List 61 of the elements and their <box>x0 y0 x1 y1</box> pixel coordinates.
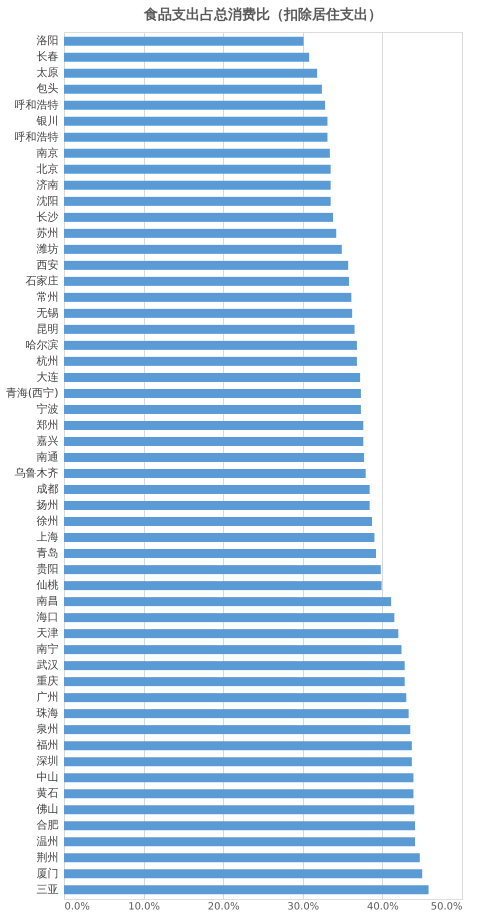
y-tick-label: 沈阳 <box>36 194 58 208</box>
y-tick-label: 扬州 <box>36 498 58 512</box>
y-tick-label: 厦门 <box>36 866 58 880</box>
y-tick-label: 昆明 <box>36 322 58 336</box>
y-tick-label: 重庆 <box>36 674 58 688</box>
y-tick-label: 洛阳 <box>36 34 58 48</box>
chart-title: 食品支出占总消费比（扣除居住支出） <box>143 7 382 23</box>
y-tick-label: 嘉兴 <box>36 434 58 448</box>
y-tick-label: 青海(西宁) <box>6 386 58 400</box>
y-tick-label: 常州 <box>36 290 58 304</box>
y-tick-label: 徐州 <box>36 514 58 528</box>
x-tick-label: 20.0% <box>208 902 240 912</box>
x-tick-label: 50.0% <box>430 902 462 912</box>
y-tick-label: 石家庄 <box>26 274 58 288</box>
y-tick-label: 深圳 <box>36 754 58 768</box>
y-tick-label: 南通 <box>36 450 58 464</box>
y-tick-label: 宁波 <box>36 402 58 416</box>
y-tick-label: 哈尔滨 <box>26 338 58 352</box>
x-tick-label: 10.0% <box>128 902 160 912</box>
y-tick-label: 无锡 <box>36 306 58 320</box>
y-tick-label: 泉州 <box>36 722 58 736</box>
y-tick-label: 西安 <box>36 258 58 272</box>
y-tick-label: 呼和浩特 <box>14 98 58 112</box>
y-tick-label: 南宁 <box>36 642 58 656</box>
y-tick-label: 乌鲁木齐 <box>14 466 58 480</box>
y-tick-label: 合肥 <box>36 818 58 832</box>
y-tick-label: 郑州 <box>36 418 58 432</box>
y-tick-label: 银川 <box>36 114 58 128</box>
x-tick-label: 40.0% <box>367 902 399 912</box>
y-tick-label: 荆州 <box>36 850 58 864</box>
y-tick-label: 包头 <box>36 82 58 96</box>
y-tick-label: 济南 <box>36 178 58 192</box>
y-tick-label: 贵阳 <box>36 562 58 576</box>
y-tick-label: 杭州 <box>36 354 58 368</box>
y-tick-label: 长春 <box>36 50 58 64</box>
y-tick-label: 青岛 <box>36 546 58 560</box>
y-tick-label: 北京 <box>36 162 58 176</box>
y-tick-label: 温州 <box>36 834 58 848</box>
y-tick-label: 潍坊 <box>36 242 58 256</box>
y-tick-label: 仙桃 <box>36 578 58 592</box>
y-tick-label: 大连 <box>36 370 58 384</box>
y-tick-label: 苏州 <box>36 226 58 240</box>
y-tick-label: 海口 <box>36 610 58 624</box>
x-tick-label: 0.0% <box>64 902 90 912</box>
y-tick-label: 武汉 <box>36 658 58 672</box>
y-tick-label: 上海 <box>36 530 58 544</box>
y-tick-label: 珠海 <box>36 706 58 720</box>
y-tick-label: 广州 <box>36 690 58 704</box>
x-tick-label: 30.0% <box>287 902 320 912</box>
y-tick-label: 太原 <box>36 66 58 80</box>
y-tick-label: 南京 <box>36 146 58 160</box>
y-tick-label: 三亚 <box>36 882 58 896</box>
y-tick-label: 中山 <box>36 770 58 784</box>
y-tick-label: 成都 <box>36 482 58 496</box>
y-tick-label: 呼和浩特 <box>14 130 58 144</box>
y-tick-label: 黄石 <box>36 786 58 800</box>
y-tick-label: 南昌 <box>36 594 58 608</box>
y-tick-label: 佛山 <box>36 802 58 816</box>
y-tick-label: 福州 <box>36 738 58 752</box>
y-tick-label: 天津 <box>36 626 58 640</box>
y-tick-label: 长沙 <box>36 210 58 224</box>
